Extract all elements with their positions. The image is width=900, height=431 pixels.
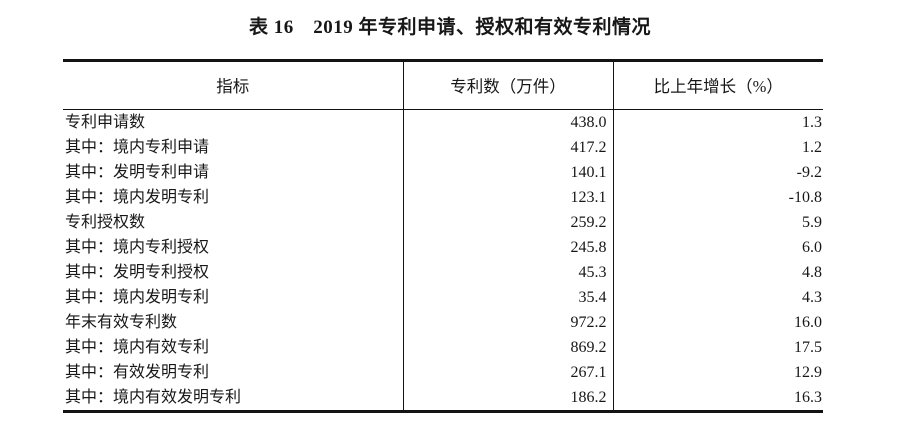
- statistical-table-container: 指标 专利数（万件） 比上年增长（%） 专利申请数 438.0 1.3 其中：境内专利…: [63, 59, 823, 413]
- table-row: 其中：境内有效专利 869.2 17.5: [63, 335, 823, 360]
- table-row: 专利申请数 438.0 1.3: [63, 109, 823, 135]
- column-header-indicator: 指标: [63, 60, 404, 110]
- table-row: 其中：境内有效发明专利 186.2 16.3: [63, 385, 823, 412]
- row-patent-count-value: 972.2: [403, 310, 614, 335]
- table-row: 其中：境内发明专利 123.1 -10.8: [63, 185, 823, 210]
- row-patent-count-value: 869.2: [403, 335, 614, 360]
- table-row: 其中：发明专利授权 45.3 4.8: [63, 260, 823, 285]
- row-patent-count-value: 245.8: [403, 235, 614, 260]
- table-row: 其中：境内专利申请 417.2 1.2: [63, 135, 823, 160]
- row-patent-count-value: 35.4: [403, 285, 614, 310]
- column-header-patent-count: 专利数（万件）: [403, 60, 614, 110]
- row-indicator-label: 专利申请数: [63, 109, 404, 135]
- row-patent-count-value: 259.2: [403, 210, 614, 235]
- row-indicator-label: 专利授权数: [63, 210, 404, 235]
- table-row: 其中：境内发明专利 35.4 4.3: [63, 285, 823, 310]
- row-patent-count-value: 417.2: [403, 135, 614, 160]
- row-growth-rate-value: 16.3: [794, 389, 822, 406]
- row-indicator-label: 其中：境内有效专利: [63, 335, 404, 360]
- row-growth-rate-value: 12.9: [794, 364, 822, 381]
- row-indicator-label: 其中：有效发明专利: [63, 360, 404, 385]
- table-row: 专利授权数 259.2 5.9: [63, 210, 823, 235]
- row-growth-rate-value: -9.2: [796, 164, 822, 181]
- row-patent-count-value: 45.3: [403, 260, 614, 285]
- table-row: 年末有效专利数 972.2 16.0: [63, 310, 823, 335]
- row-patent-count-value: 438.0: [403, 109, 614, 135]
- row-patent-count-value: 186.2: [403, 385, 614, 412]
- table-row: 其中：发明专利申请 140.1 -9.2: [63, 160, 823, 185]
- row-growth-rate-value: 6.0: [802, 239, 822, 256]
- row-indicator-label: 其中：境内专利申请: [63, 135, 404, 160]
- table-row: 其中：境内专利授权 245.8 6.0: [63, 235, 823, 260]
- table-header: 指标 专利数（万件） 比上年增长（%）: [63, 60, 823, 110]
- table-row: 其中：有效发明专利 267.1 12.9: [63, 360, 823, 385]
- table-title: 表 16 2019 年专利申请、授权和有效专利情况: [248, 17, 651, 38]
- row-indicator-label: 其中：境内有效发明专利: [63, 385, 404, 412]
- table-header-row: 指标 专利数（万件） 比上年增长（%）: [63, 60, 823, 110]
- row-growth-rate-value: 4.3: [802, 289, 822, 306]
- row-growth-rate-value: 17.5: [794, 339, 822, 356]
- column-header-growth-rate: 比上年增长（%）: [653, 77, 783, 96]
- row-indicator-label: 其中：发明专利授权: [63, 260, 404, 285]
- row-indicator-label: 其中：境内发明专利: [63, 185, 404, 210]
- row-growth-rate-value: -10.8: [788, 189, 822, 206]
- row-indicator-label: 其中：境内专利授权: [63, 235, 404, 260]
- row-indicator-label: 年末有效专利数: [63, 310, 404, 335]
- row-indicator-label: 其中：境内发明专利: [63, 285, 404, 310]
- row-growth-rate-value: 1.3: [802, 114, 822, 131]
- patent-statistics-table: 指标 专利数（万件） 比上年增长（%） 专利申请数 438.0 1.3 其中：境内专利…: [63, 59, 823, 413]
- row-patent-count-value: 267.1: [403, 360, 614, 385]
- row-growth-rate-value: 4.8: [802, 264, 822, 281]
- row-patent-count-value: 123.1: [403, 185, 614, 210]
- row-growth-rate-value: 16.0: [794, 314, 822, 331]
- row-patent-count-value: 140.1: [403, 160, 614, 185]
- row-indicator-label: 其中：发明专利申请: [63, 160, 404, 185]
- row-growth-rate-value: 1.2: [802, 139, 822, 156]
- row-growth-rate-value: 5.9: [802, 214, 822, 231]
- table-body: 专利申请数 438.0 1.3 其中：境内专利申请 417.2 1.2 其中：发明专利申请 1…: [63, 109, 823, 412]
